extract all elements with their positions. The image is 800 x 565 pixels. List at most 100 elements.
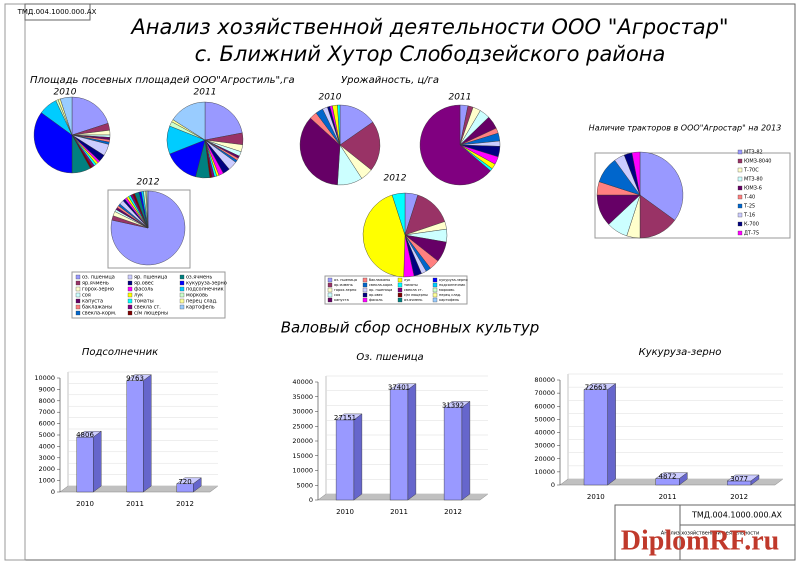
y-tick-label: 10000 [34,374,55,382]
legend-label: яр. пшеница [369,288,392,292]
legend-label: лук [134,293,143,299]
legend-label: картофель [439,298,459,302]
legend-swatch [432,297,438,303]
legend-label: Т-16 [743,213,755,219]
bar [126,380,144,493]
legend-swatch [127,310,133,316]
legend-swatch [362,297,368,303]
pie-year: 2010 [54,88,77,98]
y-tick-label: 8000 [38,397,55,405]
legend-label: яр.овес [134,281,154,287]
pie-box [594,152,791,239]
stamp-box [614,504,796,561]
legend-label: с/м люцерны [404,293,428,297]
legend-label: картофель [186,305,215,311]
legend-label: баклажаны [82,305,112,311]
legend-swatch [127,286,133,292]
bar [335,419,355,501]
legend-label: капуста [334,298,349,302]
bar-side [407,383,417,501]
legend-label: фасоль [369,298,383,302]
bar [76,437,94,493]
y-tick-label: 5000 [38,431,55,439]
legend-swatch [179,304,185,310]
value-label: 3077 [730,475,748,483]
x-tick-label: 2012 [444,508,462,516]
bar-side [461,400,471,501]
legend-label: соя [334,293,340,297]
legend-label: лук [404,278,410,282]
y-tick-label: 80000 [534,376,555,384]
y-tick-label: 20000 [292,437,313,445]
pie-year: 2011 [449,93,472,103]
y-tick-label: 70000 [534,389,555,397]
legend-swatch [432,287,438,293]
legend-label: свекла ст. [404,288,423,292]
legend-label: перец слад. [186,299,218,305]
legend-label: ЮМЗ-8040 [744,159,771,165]
x-tick-label: 2010 [76,500,94,508]
legend-swatch [327,282,333,288]
chart-title: Оз. пшеница [356,352,423,363]
bottom-stamp: ТМД.004.1000.000.АХ Анализ хозяйственной… [614,504,796,561]
x-tick-label: 2012 [730,493,748,501]
legend-label: Т-70С [743,168,759,174]
bar [443,407,463,501]
bar-side [679,472,688,486]
pie-slice [299,117,341,186]
yield-title: Урожайность, ц/га [341,75,439,86]
legend-swatch [397,292,403,298]
legend-box [71,271,226,319]
legend-label: оз.ячмень [186,275,212,281]
pie-slice [362,194,406,278]
pie-slice [146,190,149,229]
y-tick-label: 1000 [38,477,55,485]
legend-swatch [737,230,743,236]
legend-swatch [327,297,333,303]
legend-swatch [397,287,403,293]
x-tick-label: 2010 [587,493,605,501]
legend-label: Т-25 [743,204,755,210]
legend-label: морковь [439,288,454,292]
bar-side [353,413,363,501]
y-tick-label: 9000 [38,385,55,393]
legend-swatch [737,221,743,227]
legend-swatch [179,298,185,304]
legend-swatch [737,185,743,191]
pie-slice [419,104,491,186]
legend-swatch [75,274,81,280]
legend-swatch [397,282,403,288]
bar-side [607,383,616,486]
legend-swatch [179,292,185,298]
y-tick-label: 50000 [534,415,555,423]
y-tick-label: 6000 [38,420,55,428]
y-tick-label: 25000 [292,422,313,430]
side-strip [4,3,26,561]
legend-label: ЮМЗ-6 [744,186,762,192]
legend-swatch [737,194,743,200]
legend-swatch [127,274,133,280]
legend-label: кукуруза-зерно [439,278,468,282]
pie-year: 2012 [384,174,407,184]
value-label: 4806 [76,431,94,439]
y-tick-label: 7000 [38,408,55,416]
y-tick-label: 60000 [534,402,555,410]
legend-label: подсолнечник [439,283,465,287]
legend-label: свекла-корм. [82,311,117,317]
y-tick-label: 0 [551,481,555,489]
legend-label: морковь [186,293,208,299]
y-tick-label: 20000 [534,455,555,463]
legend-label: Т-40 [743,195,755,201]
top-stamp-box [24,3,91,21]
legend-swatch [397,277,403,283]
chart-title: Подсолнечник [82,347,158,358]
legend-label: оз. пшеница [82,275,115,281]
legend-label: МТЗ-80 [744,177,763,183]
y-tick-label: 4000 [38,442,55,450]
legend-label: яр. пшеница [134,275,167,281]
legend-label: баклажаны [369,278,390,282]
x-tick-label: 2011 [390,508,408,516]
y-tick-label: 0 [309,496,313,504]
legend-label: оз.ячмень [404,298,422,302]
